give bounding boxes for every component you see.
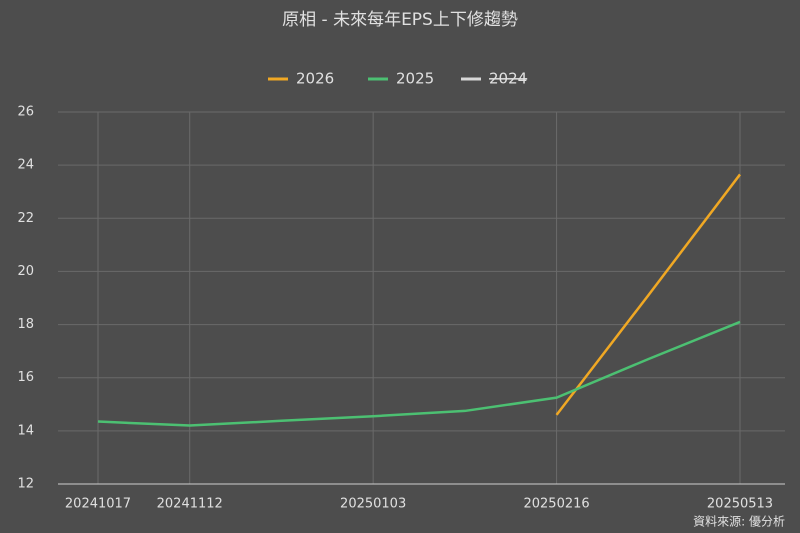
line-series (555, 173, 741, 416)
x-tick-label: 20241017 (65, 497, 131, 512)
y-tick-label: 26 (17, 105, 34, 120)
y-tick-label: 20 (17, 264, 34, 279)
x-tick-label: 20241112 (157, 497, 223, 512)
y-tick-label: 14 (17, 423, 34, 438)
y-tick-label: 24 (17, 158, 34, 173)
y-tick-label: 18 (17, 317, 34, 332)
legend-label: 2025 (396, 70, 434, 88)
x-tick-label: 20250216 (523, 497, 589, 512)
legend-label: 2026 (296, 70, 334, 88)
line-series (97, 320, 741, 427)
x-tick-label: 20250103 (340, 497, 406, 512)
source-note: 資料來源: 優分析 (693, 515, 785, 529)
x-tick-label: 20250513 (707, 497, 773, 512)
y-tick-label: 22 (17, 211, 34, 226)
y-tick-label: 16 (17, 370, 34, 385)
chart-title: 原相 - 未來每年EPS上下修趨勢 (282, 10, 518, 30)
y-tick-label: 12 (17, 477, 34, 492)
